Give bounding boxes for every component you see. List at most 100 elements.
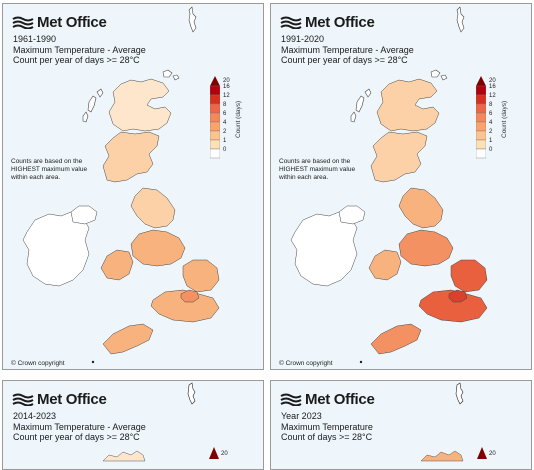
copyright: © Crown copyright (279, 360, 333, 367)
period-label: Year 2023 (281, 411, 322, 421)
legend-tick: 6 (489, 111, 493, 117)
met-office-logo-icon (280, 16, 302, 29)
northern-ireland-region (338, 205, 366, 225)
legend-tick: 2 (489, 129, 493, 135)
map-title: 2014-2023 Maximum Temperature - Average … (13, 411, 146, 443)
variable-label: Maximum Temperature (281, 421, 373, 432)
scilly-isles (91, 360, 95, 364)
scotland-south-region (102, 131, 160, 183)
legend-tick: 0 (223, 147, 227, 153)
logo-text: Met Office (305, 390, 375, 408)
metric-label: Count of days >= 28°C (281, 432, 373, 442)
legend-colorbar (210, 76, 220, 159)
north-england-region (398, 187, 444, 229)
legend-tick: 8 (223, 102, 227, 108)
uk-map (290, 6, 488, 364)
legend-arrow (210, 76, 220, 86)
counts-note: Counts are based on the HIGHEST maximum … (11, 158, 87, 182)
metric-label: Count per year of days >= 28°C (281, 55, 408, 65)
midlands-region (398, 229, 454, 267)
note-line: within each area. (279, 174, 329, 181)
logo-text: Met Office (37, 13, 107, 31)
south-east-region (418, 289, 488, 323)
south-west-region (102, 323, 154, 355)
legend-tick: 20 (489, 78, 496, 84)
note-line: Counts are based on the (279, 158, 351, 165)
legend-arrow (477, 447, 487, 459)
period-label: 2014-2023 (13, 411, 57, 421)
counts-note: Counts are based on the HIGHEST maximum … (279, 158, 355, 182)
map-panel-year-2023: Met Office Year 2023 Maximum Temperature… (270, 380, 532, 470)
met-office-logo-icon (12, 16, 34, 29)
legend-tick: 4 (223, 120, 227, 126)
legend-tick: 4 (489, 120, 493, 126)
legend-tick: 16 (223, 84, 230, 90)
color-legend: 20 16 12 8 6 4 2 1 0 Count (days) (476, 76, 516, 168)
uk-map-partial (102, 382, 196, 462)
met-office-logo-icon (280, 393, 302, 406)
legend-tick: 12 (223, 93, 230, 99)
legend-swatch (476, 148, 486, 159)
east-england-region (182, 259, 220, 293)
scilly-isles (359, 360, 363, 364)
wales-region (100, 249, 134, 281)
shetland-islands (456, 6, 465, 33)
legend-swatch (210, 148, 220, 159)
metric-label: Count per year of days >= 28°C (13, 432, 140, 442)
legend-arrow (476, 76, 486, 86)
map-panel-1991-2020: Met Office 1991-2020 Maximum Temperature… (270, 3, 532, 370)
color-legend: 20 16 12 8 6 4 2 1 0 Count (days) (210, 76, 250, 168)
period-label: 1991-2020 (281, 34, 325, 44)
legend-top-tick: 20 (221, 451, 228, 457)
map-title: 1991-2020 Maximum Temperature - Average … (281, 34, 414, 66)
legend-colorbar (476, 76, 486, 159)
legend-tick: 16 (489, 84, 496, 90)
met-office-logo: Met Office (280, 389, 375, 409)
uk-map-partial (420, 382, 464, 462)
legend-tick: 12 (489, 93, 496, 99)
met-office-logo: Met Office (12, 389, 107, 409)
met-office-logo: Met Office (280, 12, 375, 32)
legend-tick: 8 (489, 102, 493, 108)
shetland-islands (187, 382, 196, 405)
logo-text: Met Office (37, 390, 107, 408)
map-title: 1961-1990 Maximum Temperature - Average … (13, 34, 146, 66)
hebrides-islands (350, 88, 372, 123)
south-east-region (150, 289, 220, 323)
map-title: Year 2023 Maximum Temperature Count of d… (281, 411, 373, 443)
copyright: © Crown copyright (11, 360, 65, 367)
period-label: 1961-1990 (13, 34, 57, 44)
legend-top-tick: 20 (489, 451, 496, 457)
legend-tick: 1 (223, 138, 227, 144)
legend-tick: 6 (223, 111, 227, 117)
map-panel-1961-1990: Met Office 1961-1990 Maximum Temperature… (2, 3, 264, 370)
scotland-north-region (108, 78, 172, 132)
note-line: within each area. (11, 174, 61, 181)
met-office-logo: Met Office (12, 12, 107, 32)
note-line: HIGHEST maximum value (11, 166, 88, 173)
scotland-south-region (370, 131, 428, 183)
east-england-region (450, 259, 488, 293)
logo-text: Met Office (305, 13, 375, 31)
variable-label: Maximum Temperature - Average (281, 44, 414, 55)
legend-tick: 0 (489, 147, 493, 153)
map-panel-2014-2023: Met Office 2014-2023 Maximum Temperature… (2, 380, 264, 470)
scotland-outline (102, 450, 146, 462)
legend-tick: 1 (489, 138, 493, 144)
orkney-islands (162, 69, 180, 81)
uk-map (22, 6, 220, 364)
shetland-islands (455, 382, 464, 405)
legend-tick: 20 (223, 78, 230, 84)
scotland-outline (420, 450, 464, 462)
legend-tick: 2 (223, 129, 227, 135)
midlands-region (130, 229, 186, 267)
note-line: HIGHEST maximum value (279, 166, 356, 173)
scotland-north-region (376, 78, 440, 132)
shetland-islands (188, 6, 197, 33)
metric-label: Count per year of days >= 28°C (13, 55, 140, 65)
wales-region (368, 249, 402, 281)
north-england-region (130, 187, 176, 229)
legend-arrow (209, 447, 219, 459)
ireland-region (22, 211, 90, 287)
variable-label: Maximum Temperature - Average (13, 421, 146, 432)
